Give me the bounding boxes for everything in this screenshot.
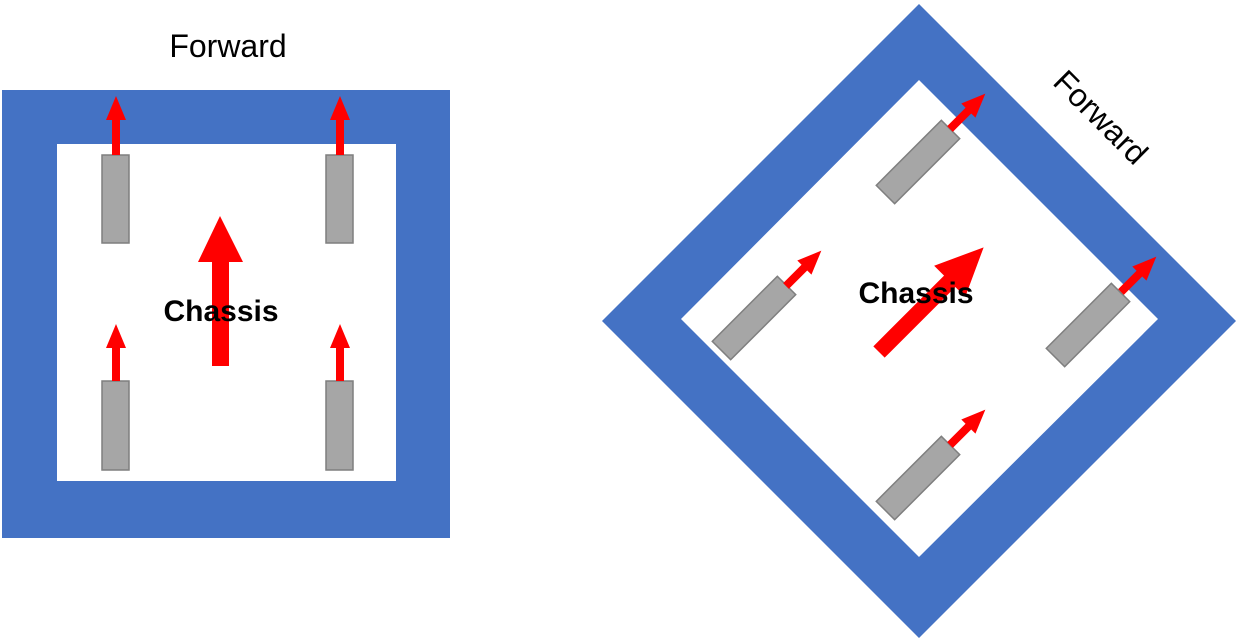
left-wheel-front-left <box>101 154 130 244</box>
right-wheel-rear <box>875 435 961 521</box>
left-wheel-rear-left <box>101 380 130 471</box>
left-wheel-arrow-front-left <box>106 96 126 155</box>
left-chassis-frame <box>2 90 450 538</box>
right-wheel-front <box>875 119 961 205</box>
right-chassis-label: Chassis <box>858 277 973 310</box>
right-wheel-arrow-right <box>1118 256 1157 295</box>
left-chassis-arrow <box>198 216 243 366</box>
right-chassis-diagram: Forward Chassis <box>602 4 1236 638</box>
left-chassis-diagram: Forward Chassis <box>2 28 450 538</box>
right-wheel-arrow-front <box>947 93 986 132</box>
left-wheel-front-right <box>325 154 354 244</box>
left-chassis-label: Chassis <box>163 295 278 328</box>
left-wheel-arrow-rear-right <box>330 324 350 381</box>
right-wheel-right <box>1045 282 1131 368</box>
left-wheel-arrow-front-right <box>330 96 350 155</box>
left-wheel-arrow-rear-left <box>106 324 126 381</box>
right-chassis-frame <box>602 4 1236 638</box>
right-wheel-arrow-left <box>783 250 822 289</box>
right-wheel-arrow-rear <box>947 409 986 448</box>
left-wheel-rear-right <box>325 380 354 471</box>
right-chassis-arrow <box>873 247 984 358</box>
right-wheel-left <box>711 275 797 361</box>
left-forward-label: Forward <box>169 28 286 64</box>
